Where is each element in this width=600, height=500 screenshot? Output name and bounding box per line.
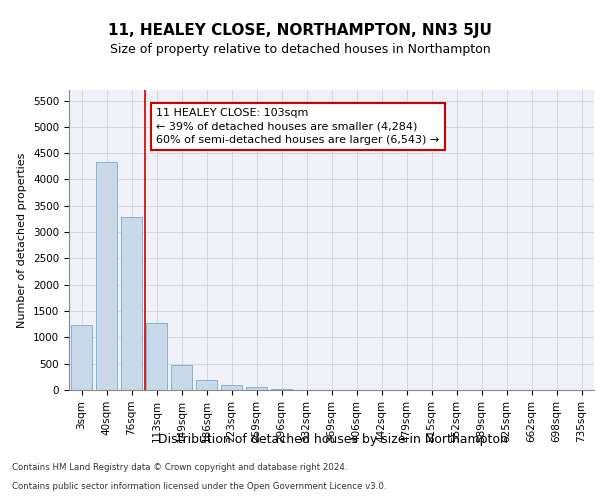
Text: Contains public sector information licensed under the Open Government Licence v3: Contains public sector information licen…: [12, 482, 386, 491]
Text: Distribution of detached houses by size in Northampton: Distribution of detached houses by size …: [158, 432, 508, 446]
Bar: [146, 323, 167, 390]
Bar: [221, 386, 242, 390]
Bar: [121, 218, 142, 390]
Text: 11, HEALEY CLOSE, NORTHAMPTON, NN3 5JU: 11, HEALEY CLOSE, NORTHAMPTON, NN3 5JU: [108, 22, 492, 38]
Bar: [171, 366, 192, 390]
Text: 11 HEALEY CLOSE: 103sqm
← 39% of detached houses are smaller (4,284)
60% of semi: 11 HEALEY CLOSE: 103sqm ← 39% of detache…: [157, 108, 440, 145]
Y-axis label: Number of detached properties: Number of detached properties: [17, 152, 28, 328]
Bar: [71, 326, 92, 390]
Text: Size of property relative to detached houses in Northampton: Size of property relative to detached ho…: [110, 42, 490, 56]
Text: Contains HM Land Registry data © Crown copyright and database right 2024.: Contains HM Land Registry data © Crown c…: [12, 464, 347, 472]
Bar: [96, 162, 117, 390]
Bar: [196, 380, 217, 390]
Bar: [246, 387, 267, 390]
